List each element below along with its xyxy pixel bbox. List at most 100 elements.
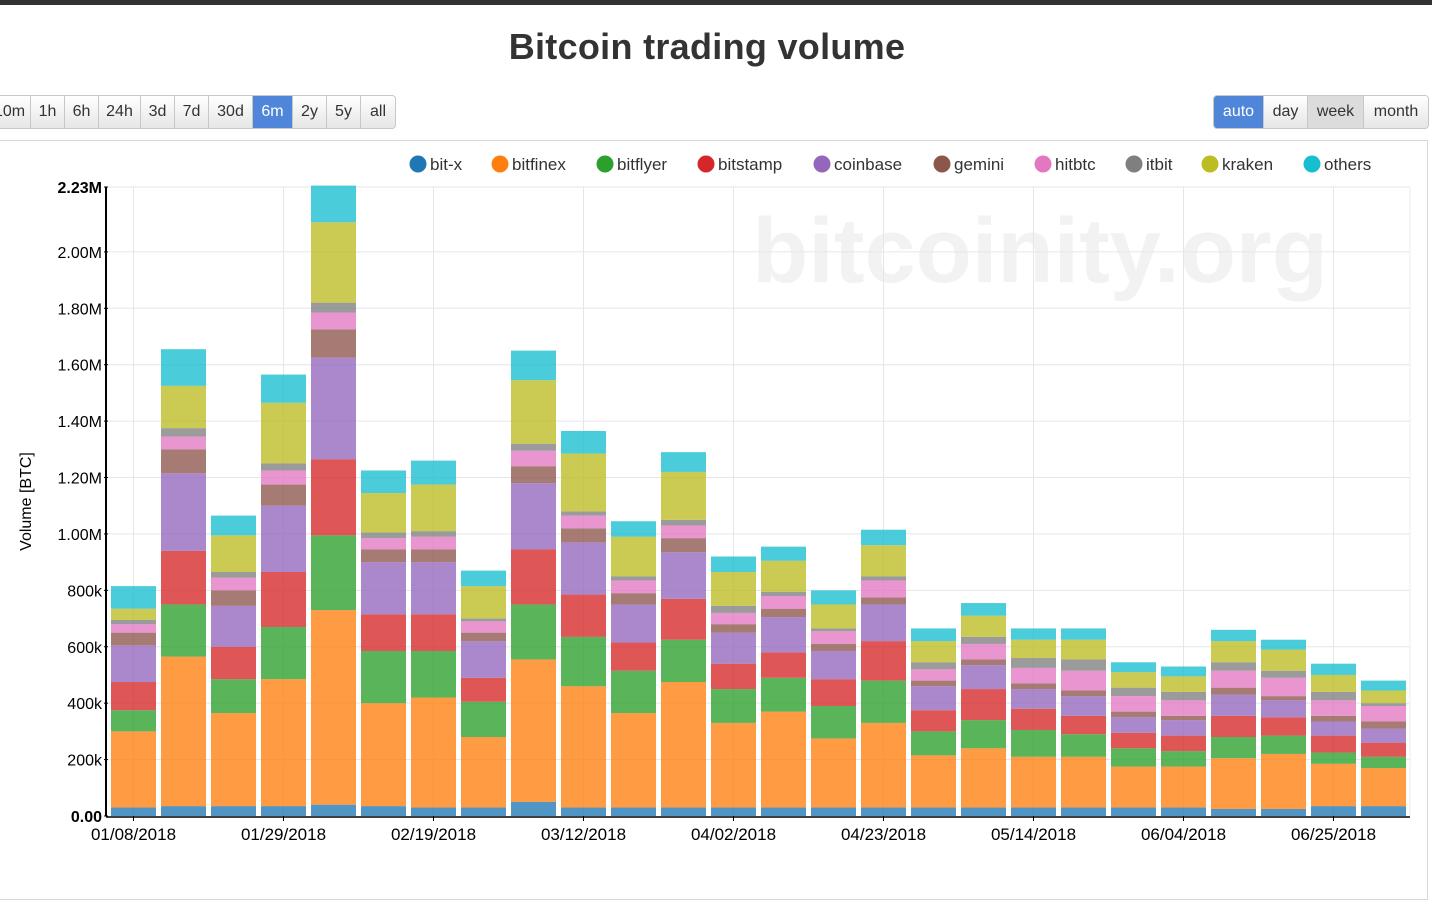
bar-segment-kraken	[1211, 641, 1256, 663]
range-button-30d[interactable]: 30d	[209, 96, 253, 128]
bar-segment-bitstamp	[1061, 715, 1106, 735]
bar-segment-bit-x	[111, 807, 156, 816]
bar-segment-bit-x	[461, 807, 506, 816]
bar-segment-gemini	[1061, 690, 1106, 697]
bar-segment-itbit	[1261, 670, 1306, 678]
bar-segment-gemini	[1311, 715, 1356, 722]
legend-item-gemini[interactable]: gemini	[933, 155, 1005, 174]
legend-swatch-bitstamp	[697, 155, 715, 173]
unit-button-auto[interactable]: auto	[1214, 96, 1264, 128]
bar-segment-kraken	[561, 453, 606, 512]
bar-segment-bitfinex	[661, 682, 706, 808]
bar-segment-gemini	[611, 593, 656, 605]
bar-segment-bit-x	[661, 807, 706, 816]
bar-segment-kraken	[461, 586, 506, 619]
legend-label: coinbase	[834, 155, 902, 174]
bar-segment-bitfinex	[711, 722, 756, 808]
bar-segment-gemini	[161, 449, 206, 474]
bar-segment-bitstamp	[861, 641, 906, 681]
bar-segment-coinbase	[161, 473, 206, 551]
bar-segment-bitflyer	[1011, 729, 1056, 757]
bar-segment-others	[111, 586, 156, 609]
bar-segment-bitfinex	[611, 713, 656, 808]
bar-segment-bitstamp	[661, 598, 706, 640]
bar-segment-bit-x	[861, 807, 906, 816]
bar-segment-gemini	[961, 659, 1006, 666]
y-tick-label: 600k	[67, 640, 103, 657]
bar-segment-itbit	[161, 428, 206, 437]
bar-segment-bitstamp	[111, 682, 156, 711]
bar-segment-coinbase	[661, 552, 706, 599]
bar-segment-kraken	[1111, 672, 1156, 688]
bar-segment-kraken	[211, 535, 256, 573]
bar-segment-others	[711, 556, 756, 573]
bar-segment-bitstamp	[311, 459, 356, 536]
unit-button-month[interactable]: month	[1364, 96, 1428, 128]
bar-segment-bitflyer	[861, 680, 906, 723]
bar-segment-bitstamp	[561, 594, 606, 637]
bar-segment-bitflyer	[1311, 752, 1356, 764]
bar-segment-bitfinex	[511, 659, 556, 802]
bar-segment-gemini	[261, 484, 306, 506]
bar-segment-bit-x	[1211, 808, 1256, 816]
bar-segment-bit-x	[761, 807, 806, 816]
bar-segment-kraken	[911, 641, 956, 663]
legend-swatch-bitfinex	[491, 155, 509, 173]
bar-segment-others	[761, 546, 806, 561]
legend-item-bitflyer[interactable]: bitflyer	[596, 155, 668, 174]
x-tick-label: 06/04/2018	[1141, 825, 1226, 844]
legend-item-itbit[interactable]: itbit	[1125, 155, 1173, 174]
bar-segment-kraken	[311, 222, 356, 303]
bar-segment-hitbtc	[961, 643, 1006, 660]
legend-swatch-hitbtc	[1034, 155, 1052, 173]
legend-item-hitbtc[interactable]: hitbtc	[1034, 155, 1097, 174]
range-button-3d[interactable]: 3d	[141, 96, 175, 128]
range-button-2y[interactable]: 2y	[293, 96, 327, 128]
bar-segment-bitfinex	[1061, 756, 1106, 808]
bar-segment-gemini	[1211, 687, 1256, 695]
bar-segment-bitstamp	[261, 572, 306, 628]
bar-segment-bitflyer	[111, 710, 156, 732]
bar-segment-bitflyer	[1161, 751, 1206, 767]
y-tick-label: 1.40M	[58, 414, 102, 431]
bar-segment-hitbtc	[1011, 667, 1056, 684]
bar-segment-bitfinex	[361, 703, 406, 807]
range-button-1h[interactable]: 1h	[31, 96, 65, 128]
bar-segment-bitflyer	[211, 679, 256, 714]
legend-label: others	[1324, 155, 1371, 174]
x-tick-label: 05/14/2018	[991, 825, 1076, 844]
range-button-6m[interactable]: 6m	[253, 96, 293, 128]
legend-item-bitstamp[interactable]: bitstamp	[697, 155, 783, 174]
bar-segment-bitfinex	[211, 713, 256, 807]
bar-segment-bitflyer	[711, 689, 756, 723]
bar-segment-kraken	[761, 560, 806, 592]
bar-segment-bitfinex	[811, 738, 856, 808]
bar-segment-bitstamp	[411, 614, 456, 651]
bar-segment-itbit	[711, 605, 756, 613]
range-button-6h[interactable]: 6h	[65, 96, 99, 128]
range-button-5y[interactable]: 5y	[327, 96, 361, 128]
x-tick-label: 01/08/2018	[91, 825, 176, 844]
unit-button-day[interactable]: day	[1264, 96, 1308, 128]
legend-item-bitfinex[interactable]: bitfinex	[491, 155, 567, 174]
bar-segment-hitbtc	[261, 470, 306, 485]
bar-segment-bitfinex	[261, 679, 306, 807]
bar-segment-gemini	[911, 680, 956, 687]
bar-segment-gemini	[111, 632, 156, 646]
bar-segment-gemini	[461, 632, 506, 642]
range-button-10m[interactable]: 10m	[0, 96, 31, 128]
bar-segment-bit-x	[1361, 806, 1406, 816]
bar-segment-kraken	[1361, 690, 1406, 704]
range-button-all[interactable]: all	[361, 96, 395, 128]
range-button-24h[interactable]: 24h	[99, 96, 141, 128]
legend-item-kraken[interactable]: kraken	[1201, 155, 1274, 174]
legend-item-bit-x[interactable]: bit-x	[409, 155, 463, 174]
legend-item-others[interactable]: others	[1303, 155, 1372, 174]
legend-swatch-itbit	[1125, 155, 1143, 173]
legend-item-coinbase[interactable]: coinbase	[813, 155, 903, 174]
bar-segment-others	[1211, 629, 1256, 642]
bar-segment-itbit	[261, 463, 306, 471]
bar-segment-itbit	[561, 511, 606, 516]
unit-button-week[interactable]: week	[1308, 96, 1364, 128]
range-button-7d[interactable]: 7d	[175, 96, 209, 128]
